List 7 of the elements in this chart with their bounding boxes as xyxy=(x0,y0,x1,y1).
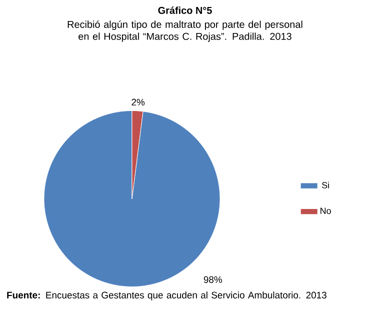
chart-title: Gráfico N°5 xyxy=(158,6,212,14)
data-label: 98% xyxy=(204,276,222,283)
legend-label: No xyxy=(320,208,331,214)
chart-subtitle: Recibió algún tipo de maltrato por parte del personal en el Hospital “Marcos C. Rojas”. Padilla. 2013 xyxy=(68,20,302,42)
data-label: 2% xyxy=(132,98,145,106)
text: Fuente: Encuestas a Gestantes que acuden al Servicio Ambulatorio. 2013 xyxy=(7,292,326,300)
legend-label: Si xyxy=(322,182,329,188)
